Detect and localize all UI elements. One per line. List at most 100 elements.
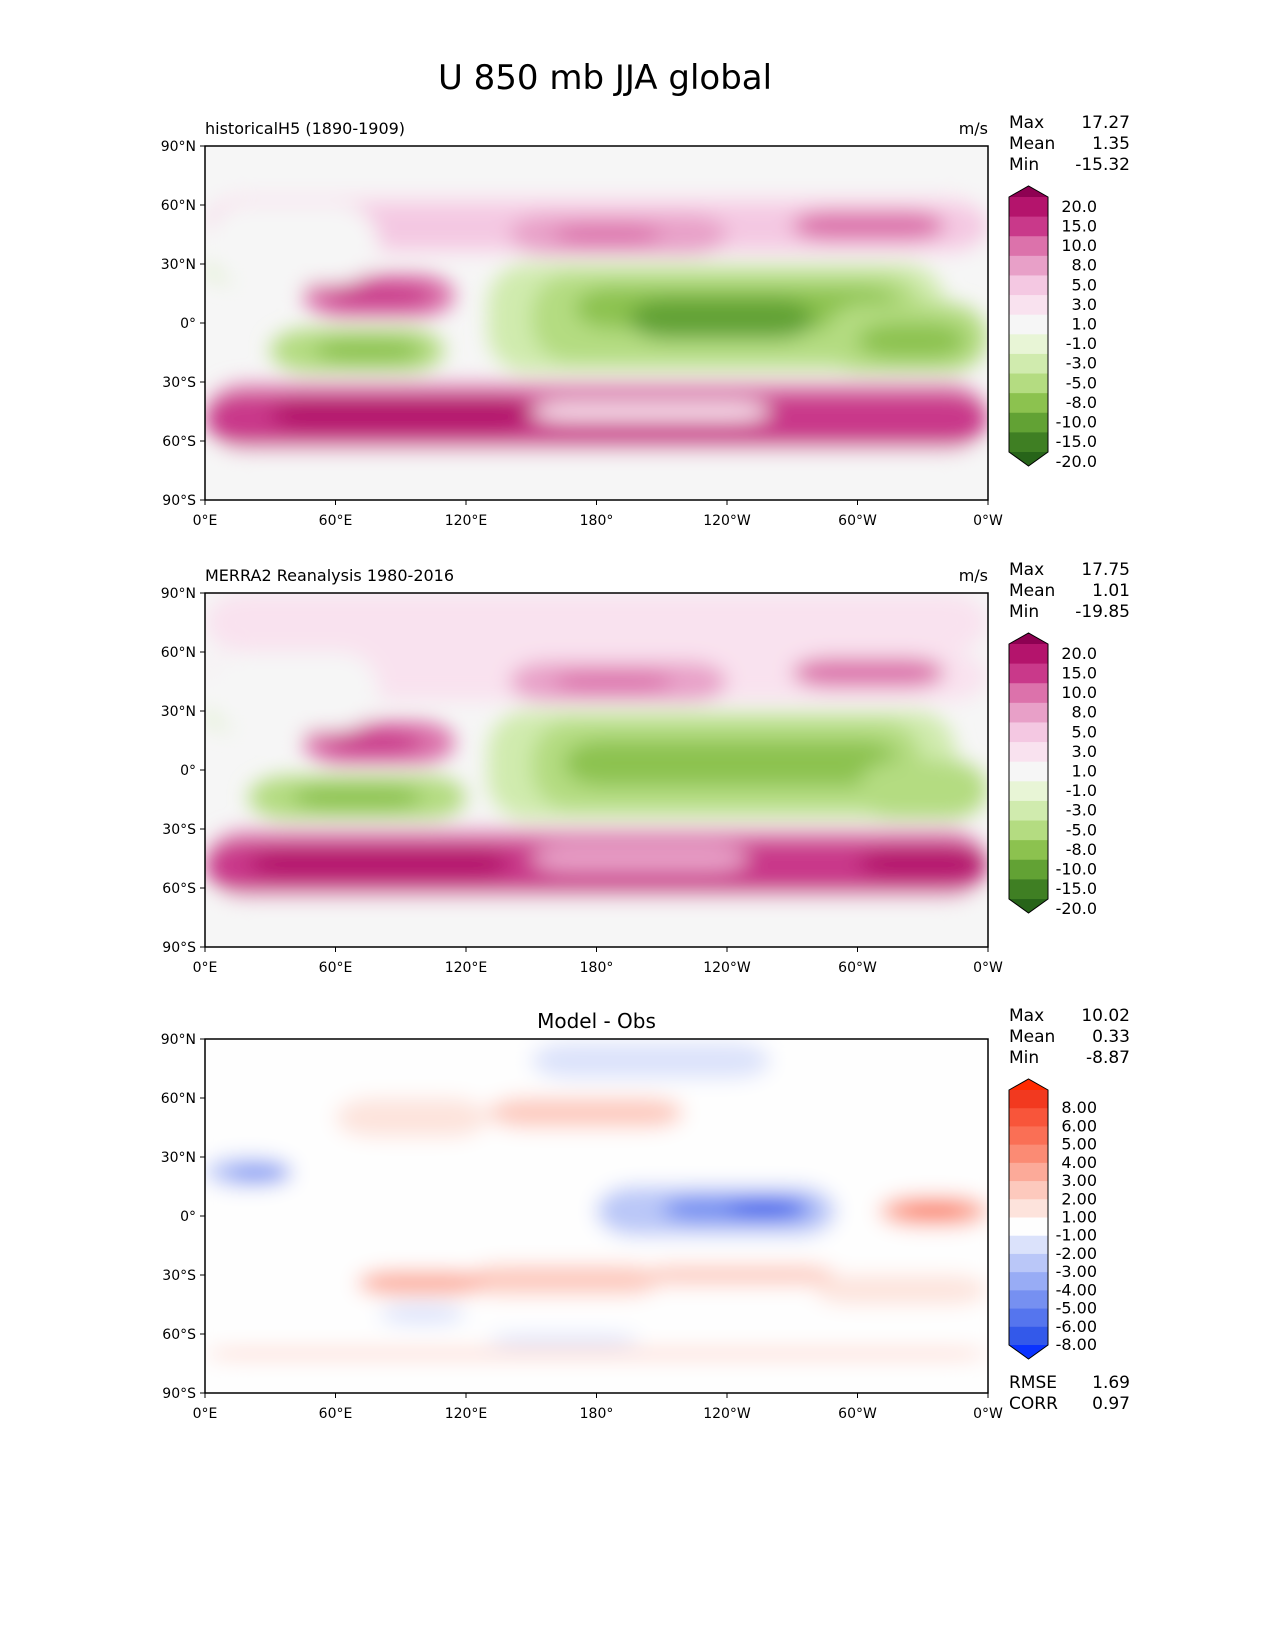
panel-3: 0°E 60°E 120°E 180° 120°W 60°W 0°W 90°N 60°N 30°N… (161, 1006, 1130, 1422)
colorbar-band (1009, 216, 1048, 237)
panel-title: historicalH5 (1890-1909) (205, 119, 405, 138)
colorbar-band (1009, 1272, 1048, 1291)
stat-value: 10.02 (1081, 1006, 1130, 1026)
x-tick-label: 120°W (703, 513, 751, 529)
colorbar-extend-min (1009, 452, 1048, 466)
panel-1: 0°E 60°E 120°E 180° 120°W 60°W 0°W 90°N 60°N 30°N… (161, 113, 1130, 529)
x-tick-label: 60°E (319, 960, 353, 976)
x-tick-label: 0°W (973, 1406, 1003, 1422)
y-tick-label: 0° (180, 1209, 196, 1225)
y-tick-label: 0° (180, 763, 196, 779)
panel-title: Model - Obs (537, 1009, 656, 1033)
colorbar-tick-label: -5.00 (1056, 1299, 1097, 1318)
colorbar-tick-label: -10.0 (1056, 413, 1097, 432)
map-field (205, 1039, 988, 1393)
y-tick-label: 60°S (162, 434, 196, 450)
colorbar-band (1009, 781, 1048, 802)
y-tick-label: 30°N (161, 257, 196, 273)
x-tick-label: 0°E (193, 960, 218, 976)
map-field (205, 593, 988, 947)
colorbar: 20.015.010.08.05.03.01.0-1.0-3.0-5.0-8.0… (1008, 185, 1097, 471)
contour-region (324, 730, 423, 755)
stat-value: 0.33 (1092, 1027, 1130, 1047)
colorbar-band (1009, 683, 1048, 704)
y-tick-label: 60°N (161, 645, 196, 661)
x-tick-label: 60°E (319, 1406, 353, 1422)
y-tick-label: 90°N (161, 1032, 196, 1048)
contour-region (857, 848, 988, 879)
colorbar-band (1009, 761, 1048, 782)
contour-region (292, 785, 423, 810)
stat-label: Min (1009, 602, 1039, 622)
colorbar-band (1009, 1126, 1048, 1146)
x-tick-label: 0°E (193, 513, 218, 529)
contour-region (640, 1265, 836, 1285)
colorbar-band (1009, 1199, 1048, 1218)
x-tick-label: 180° (580, 1406, 614, 1422)
colorbar-tick-label: 1.0 (1072, 762, 1097, 781)
contour-region (531, 401, 771, 422)
colorbar-tick-label: -3.00 (1056, 1262, 1097, 1281)
contour-region (487, 1098, 684, 1128)
colorbar-tick-label: -1.0 (1066, 781, 1097, 800)
colorbar-band (1009, 1108, 1048, 1127)
y-tick-label: 90°S (162, 493, 196, 509)
colorbar-band (1009, 236, 1048, 257)
units-label: m/s (959, 119, 988, 138)
contour-region (205, 146, 988, 196)
map-field (205, 146, 988, 500)
x-tick-label: 180° (580, 960, 614, 976)
y-tick-label: 60°N (161, 1091, 196, 1107)
y-tick-label: 60°S (162, 881, 196, 897)
x-tick-label: 120°W (703, 960, 751, 976)
colorbar-tick-label: 20.0 (1061, 197, 1097, 216)
stat-value: 17.27 (1081, 113, 1130, 133)
stat-label: Min (1009, 155, 1039, 175)
colorbar-band (1009, 1090, 1048, 1109)
colorbar-band (1009, 820, 1048, 841)
colorbar-tick-label: 20.0 (1061, 644, 1097, 663)
colorbar-band (1009, 879, 1048, 900)
colorbar-tick-label: -8.0 (1066, 840, 1097, 859)
colorbar-band (1009, 295, 1048, 316)
stat-value: -15.32 (1075, 155, 1130, 175)
colorbar-tick-label: 1.0 (1072, 315, 1097, 334)
colorbar-band (1009, 663, 1048, 684)
colorbar-tick-label: 2.00 (1061, 1189, 1097, 1208)
colorbar-tick-label: 6.00 (1061, 1116, 1097, 1135)
units-label: m/s (959, 566, 988, 585)
colorbar-tick-label: 8.0 (1072, 703, 1097, 722)
colorbar-tick-label: -3.0 (1066, 354, 1097, 373)
y-tick-label: 60°S (162, 1327, 196, 1343)
y-tick-label: 30°N (161, 704, 196, 720)
contour-region (792, 210, 945, 241)
stat-label: RMSE (1009, 1373, 1057, 1393)
colorbar-band (1009, 197, 1048, 218)
contour-region (205, 205, 379, 284)
y-tick-label: 30°S (162, 1268, 196, 1284)
contour-region (553, 224, 662, 245)
colorbar: 20.015.010.08.05.03.01.0-1.0-3.0-5.0-8.0… (1008, 632, 1097, 918)
contour-region (857, 323, 967, 359)
figure-title: U 850 mb JJA global (437, 58, 773, 98)
colorbar-band (1009, 412, 1048, 433)
stat-value: -8.87 (1086, 1048, 1130, 1068)
contour-region (618, 760, 749, 780)
colorbar-tick-label: 10.0 (1061, 236, 1097, 255)
colorbar-tick-label: -20.0 (1056, 899, 1097, 918)
contour-region (205, 450, 988, 465)
stat-value: 1.69 (1092, 1373, 1130, 1393)
colorbar-tick-label: -1.0 (1066, 334, 1097, 353)
x-tick-label: 0°W (973, 960, 1003, 976)
contour-region (553, 671, 673, 692)
colorbar-tick-label: 3.0 (1072, 742, 1097, 761)
colorbar-tick-label: 1.00 (1061, 1208, 1097, 1227)
y-tick-label: 90°N (161, 586, 196, 602)
colorbar-band (1009, 1326, 1048, 1346)
colorbar-band (1009, 644, 1048, 665)
contour-region (335, 1098, 488, 1138)
colorbar-band (1009, 334, 1048, 355)
y-tick-label: 90°S (162, 940, 196, 956)
colorbar-tick-label: 5.00 (1061, 1135, 1097, 1154)
